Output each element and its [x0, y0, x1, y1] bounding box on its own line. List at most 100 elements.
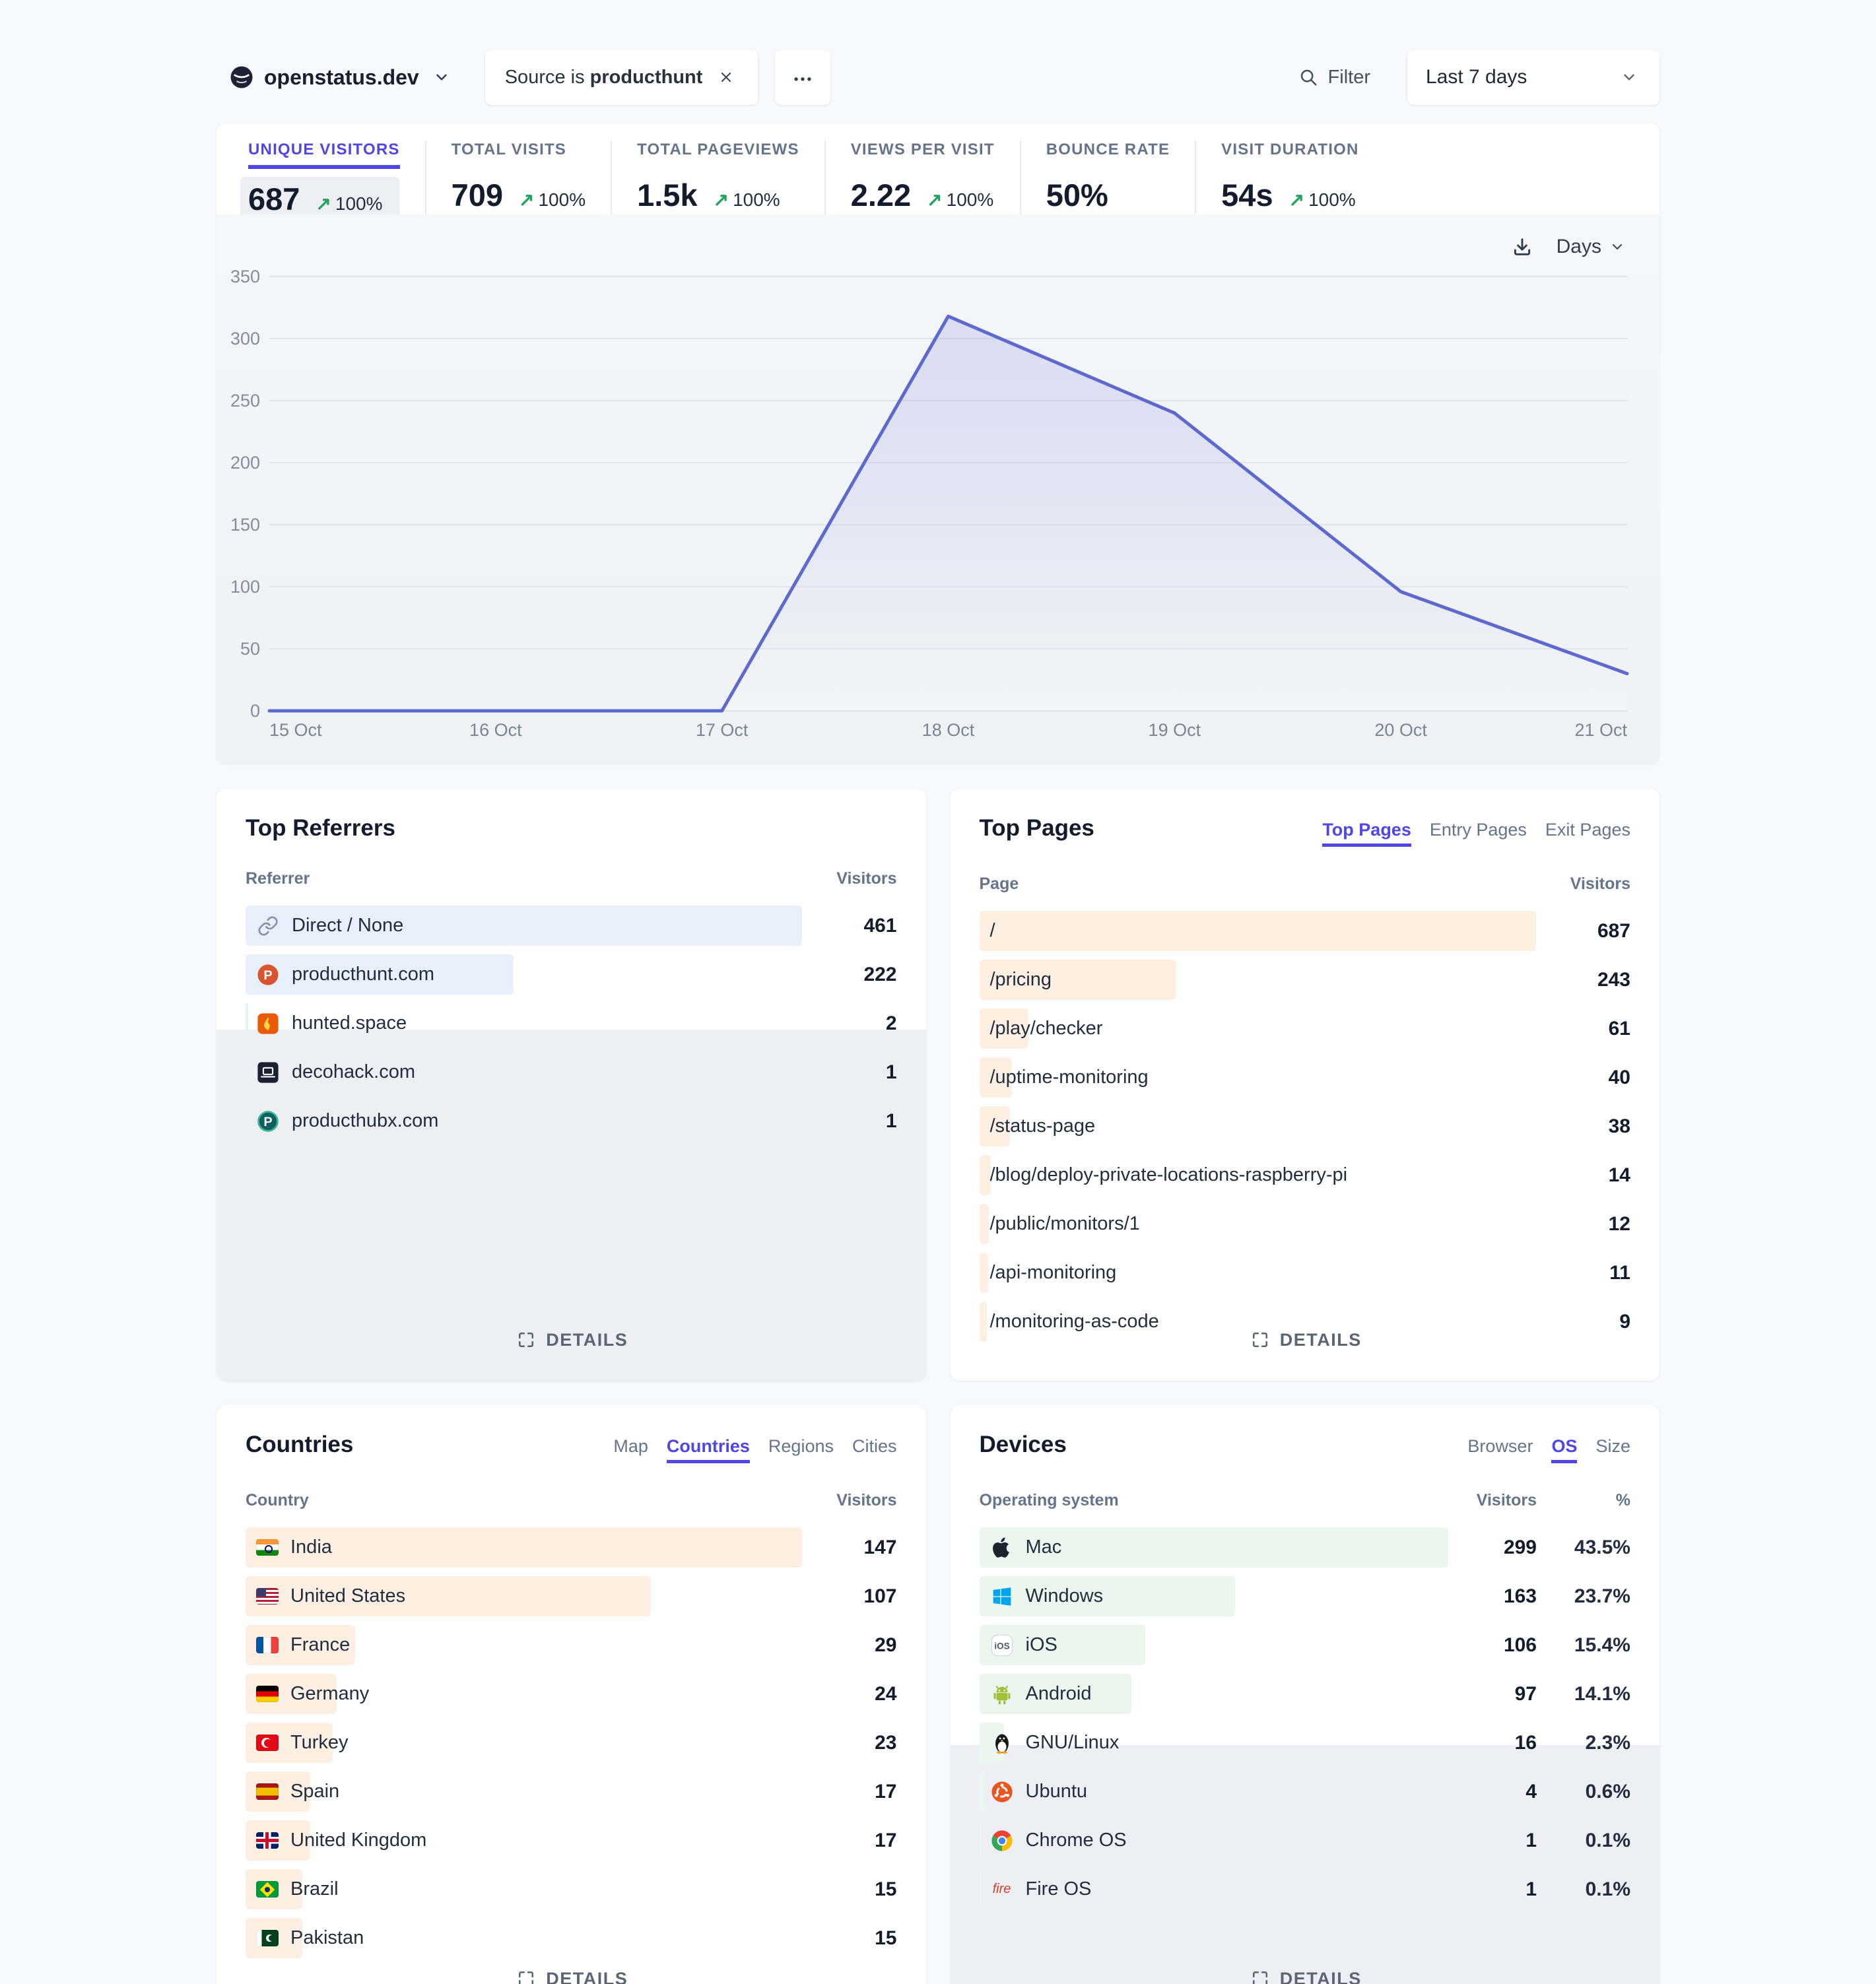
- site-selector[interactable]: openstatus.dev: [217, 65, 453, 90]
- stat-total-pageviews[interactable]: TOTAL PAGEVIEWS 1.5k ↗ 100%: [611, 141, 824, 215]
- referrer-row[interactable]: hunted.space 2: [246, 1003, 897, 1043]
- page-row[interactable]: /uptime-monitoring 40: [979, 1057, 1630, 1098]
- page-row[interactable]: /play/checker 61: [979, 1009, 1630, 1049]
- date-range-select[interactable]: Last 7 days: [1407, 50, 1659, 105]
- country-row[interactable]: Spain 17: [246, 1771, 897, 1812]
- more-filters-button[interactable]: [775, 50, 831, 105]
- countries-tab-map[interactable]: Map: [613, 1436, 648, 1456]
- device-row[interactable]: fire Fire OS 1 0.1%: [979, 1869, 1630, 1909]
- row-label: Direct / None: [256, 914, 403, 938]
- page-row[interactable]: /pricing 243: [979, 960, 1630, 1000]
- gb-flag-icon: [256, 1832, 279, 1849]
- page-row[interactable]: /monitoring-as-code 9: [979, 1302, 1630, 1342]
- country-row[interactable]: India 147: [246, 1527, 897, 1568]
- chart-section: Days 0 50 100 150 200 250 300 350 15 Oct 16 Oct 17…: [217, 215, 1659, 764]
- device-row[interactable]: Mac 299 43.5%: [979, 1527, 1630, 1568]
- column-header-visitors: Visitors: [836, 1491, 897, 1509]
- row-label: France: [256, 1634, 350, 1656]
- decohack-icon: [256, 1061, 280, 1084]
- row-percent: 2.3%: [1585, 1731, 1630, 1754]
- devices-tab-size[interactable]: Size: [1595, 1436, 1630, 1456]
- row-label: decohack.com: [256, 1061, 415, 1084]
- stat-views-per-visit[interactable]: VIEWS PER VISIT 2.22 ↗ 100%: [824, 141, 1020, 215]
- row-value: 23: [875, 1731, 897, 1754]
- countries-details-button[interactable]: DETAILS: [217, 1967, 926, 1984]
- row-value: 222: [863, 963, 897, 985]
- row-label: fire Fire OS: [990, 1878, 1092, 1901]
- svg-text:150: 150: [230, 515, 260, 535]
- row-value: 1: [885, 1061, 897, 1083]
- site-name: openstatus.dev: [264, 65, 419, 89]
- page-row[interactable]: /public/monitors/1 12: [979, 1204, 1630, 1244]
- devices-card: Devices Browser OS Size Operating system V…: [950, 1405, 1660, 1984]
- country-row[interactable]: Germany 24: [246, 1674, 897, 1714]
- ubuntu-icon: [990, 1780, 1014, 1804]
- interval-select[interactable]: Days: [1557, 236, 1625, 258]
- svg-text:P: P: [263, 968, 272, 983]
- stat-unique-visitors[interactable]: UNIQUE VISITORS 687 ↗ 100%: [240, 141, 425, 224]
- devices-tab-os[interactable]: OS: [1551, 1436, 1578, 1463]
- close-icon[interactable]: [714, 65, 738, 89]
- expand-icon: [1248, 1967, 1272, 1984]
- card-muted-zone: [217, 1030, 926, 1381]
- row-label: United Kingdom: [256, 1830, 426, 1851]
- device-row[interactable]: Windows 163 23.7%: [979, 1576, 1630, 1616]
- row-label: Spain: [256, 1781, 339, 1802]
- row-bar: [246, 906, 803, 946]
- referrers-details-button[interactable]: DETAILS: [217, 1328, 926, 1352]
- device-row[interactable]: iOS iOS 106 15.4%: [979, 1625, 1630, 1665]
- expand-icon: [1248, 1328, 1272, 1352]
- country-row[interactable]: United States 107: [246, 1576, 897, 1616]
- referrer-row[interactable]: decohack.com 1: [246, 1052, 897, 1092]
- up-arrow-icon: ↗: [1289, 189, 1305, 210]
- page-row[interactable]: /api-monitoring 11: [979, 1253, 1630, 1293]
- pages-details-button[interactable]: DETAILS: [951, 1328, 1660, 1352]
- row-value: 461: [863, 914, 897, 937]
- country-row[interactable]: United Kingdom 17: [246, 1820, 897, 1861]
- referrer-row[interactable]: Direct / None 461: [246, 906, 897, 946]
- row-label: /public/monitors/1: [989, 1213, 1140, 1234]
- row-value: 107: [863, 1585, 897, 1607]
- chromeos-icon: [990, 1829, 1014, 1853]
- svg-text:350: 350: [230, 270, 260, 286]
- page-row[interactable]: /status-page 38: [979, 1106, 1630, 1146]
- top-referrers-title: Top Referrers: [246, 815, 395, 841]
- filter-chip[interactable]: Source is producthunt: [485, 50, 758, 105]
- country-row[interactable]: France 29: [246, 1625, 897, 1665]
- up-arrow-icon: ↗: [713, 189, 729, 210]
- pages-tab-top-pages[interactable]: Top Pages: [1322, 820, 1411, 847]
- svg-text:20 Oct: 20 Oct: [1374, 720, 1427, 740]
- filter-button[interactable]: Filter: [1296, 65, 1370, 89]
- page-row[interactable]: /blog/deploy-private-locations-raspberry…: [979, 1155, 1630, 1195]
- dashboard: openstatus.dev Source is producthunt Fil…: [217, 0, 1659, 1984]
- devices-details-button[interactable]: DETAILS: [951, 1967, 1660, 1984]
- pages-tab-exit-pages[interactable]: Exit Pages: [1545, 820, 1630, 840]
- country-row[interactable]: Brazil 15: [246, 1869, 897, 1909]
- row-bar: [246, 1003, 248, 1043]
- countries-tab-countries[interactable]: Countries: [666, 1436, 750, 1463]
- countries-tab-regions[interactable]: Regions: [768, 1436, 834, 1456]
- us-flag-icon: [256, 1588, 279, 1604]
- device-row[interactable]: Ubuntu 4 0.6%: [979, 1771, 1630, 1812]
- device-row[interactable]: Android 97 14.1%: [979, 1674, 1630, 1714]
- row-bar: [979, 911, 1536, 951]
- svg-text:300: 300: [230, 329, 260, 348]
- devices-tab-browser[interactable]: Browser: [1467, 1436, 1533, 1456]
- row-value: 15: [875, 1927, 897, 1949]
- page-row[interactable]: / 687: [979, 911, 1630, 951]
- search-icon: [1296, 65, 1320, 89]
- pages-tab-entry-pages[interactable]: Entry Pages: [1429, 820, 1527, 840]
- device-row[interactable]: GNU/Linux 16 2.3%: [979, 1723, 1630, 1763]
- top-pages-card: Top Pages Top Pages Entry Pages Exit Pages…: [950, 789, 1660, 1381]
- stat-bounce-rate[interactable]: BOUNCE RATE 50%: [1019, 141, 1195, 215]
- country-row[interactable]: Pakistan 15: [246, 1918, 897, 1958]
- stat-visit-duration[interactable]: VISIT DURATION 54s ↗ 100%: [1195, 141, 1384, 215]
- download-icon[interactable]: [1510, 235, 1534, 259]
- country-row[interactable]: Turkey 23: [246, 1723, 897, 1763]
- device-row[interactable]: Chrome OS 1 0.1%: [979, 1820, 1630, 1861]
- stat-total-visits[interactable]: TOTAL VISITS 709 ↗ 100%: [424, 141, 611, 215]
- countries-tab-cities[interactable]: Cities: [852, 1436, 897, 1456]
